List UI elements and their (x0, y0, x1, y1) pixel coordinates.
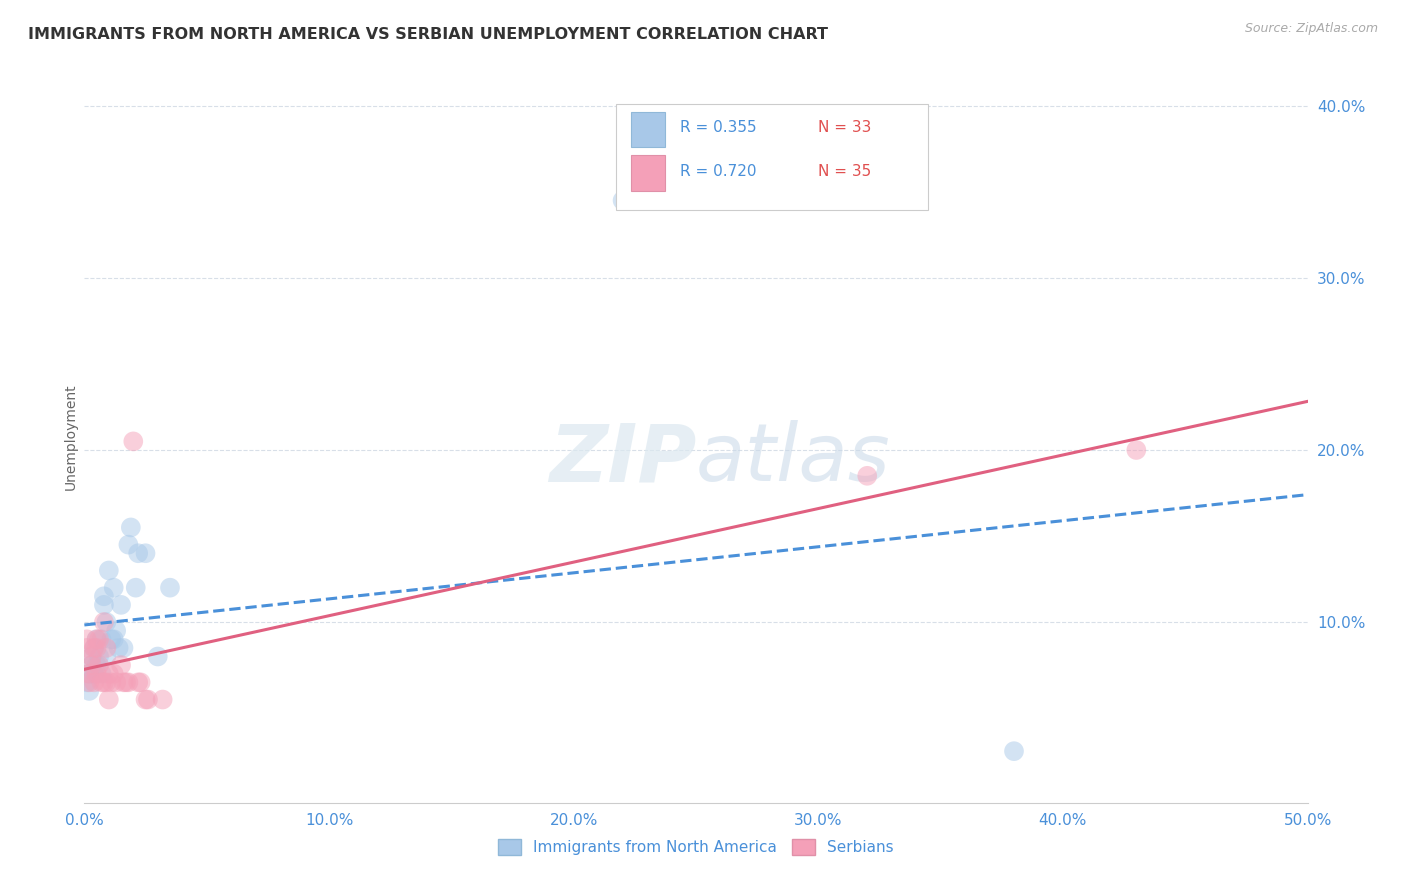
Text: IMMIGRANTS FROM NORTH AMERICA VS SERBIAN UNEMPLOYMENT CORRELATION CHART: IMMIGRANTS FROM NORTH AMERICA VS SERBIAN… (28, 27, 828, 42)
Text: Source: ZipAtlas.com: Source: ZipAtlas.com (1244, 22, 1378, 36)
Text: R = 0.720: R = 0.720 (681, 164, 756, 179)
Point (103, 632, 125, 647)
Text: N = 35: N = 35 (818, 164, 872, 179)
Point (97, 666, 120, 681)
Point (87, 649, 110, 664)
Point (93, 675, 115, 690)
Point (120, 520, 142, 534)
Text: atlas: atlas (696, 420, 891, 498)
Point (93, 598, 115, 612)
Point (80, 658, 103, 673)
Point (129, 675, 152, 690)
Point (86, 658, 108, 673)
Point (117, 538, 139, 552)
Bar (631, 155, 665, 191)
Point (612, 194, 634, 208)
Point (97, 564, 120, 578)
Point (135, 546, 157, 560)
Text: ZIP: ZIP (548, 420, 696, 498)
Point (76, 640, 98, 655)
Point (77, 666, 100, 681)
Point (112, 640, 135, 655)
Point (77, 675, 100, 690)
Point (159, 581, 181, 595)
Point (87, 632, 110, 647)
Point (117, 675, 139, 690)
Legend: Immigrants from North America, Serbians: Immigrants from North America, Serbians (492, 833, 900, 861)
Y-axis label: Unemployment: Unemployment (63, 384, 77, 491)
Point (152, 692, 174, 706)
Point (90, 632, 112, 647)
Point (83, 640, 105, 655)
Point (80, 658, 103, 673)
Point (100, 632, 122, 647)
Point (96, 640, 118, 655)
Point (127, 546, 149, 560)
Point (1002, 744, 1025, 758)
Point (103, 666, 125, 681)
Point (83, 640, 105, 655)
Point (76, 675, 98, 690)
Point (83, 675, 105, 690)
Point (112, 675, 135, 690)
Text: R = 0.355: R = 0.355 (681, 120, 756, 136)
Point (96, 615, 118, 629)
Point (136, 692, 159, 706)
Point (86, 640, 108, 655)
Point (96, 649, 118, 664)
Point (87, 658, 110, 673)
Point (93, 589, 115, 603)
Point (146, 649, 169, 664)
Point (93, 615, 115, 629)
Point (105, 675, 128, 690)
Point (97, 692, 120, 706)
Text: N = 33: N = 33 (818, 120, 872, 136)
Point (127, 675, 149, 690)
Point (90, 675, 112, 690)
Point (80, 649, 103, 664)
Point (80, 649, 103, 664)
Point (103, 581, 125, 595)
Point (77, 684, 100, 698)
Point (86, 632, 108, 647)
Point (125, 581, 148, 595)
Point (86, 632, 108, 647)
Point (105, 624, 128, 638)
Point (83, 666, 105, 681)
Point (86, 666, 108, 681)
Point (96, 675, 118, 690)
Point (90, 666, 112, 681)
Point (100, 675, 122, 690)
Point (1125, 442, 1147, 457)
Point (76, 632, 98, 647)
Point (135, 692, 157, 706)
Point (110, 598, 132, 612)
FancyBboxPatch shape (616, 104, 928, 211)
Point (107, 640, 129, 655)
Point (77, 666, 100, 681)
Bar (631, 112, 665, 146)
Point (856, 468, 879, 483)
Point (122, 434, 145, 449)
Point (115, 675, 138, 690)
Point (110, 658, 132, 673)
